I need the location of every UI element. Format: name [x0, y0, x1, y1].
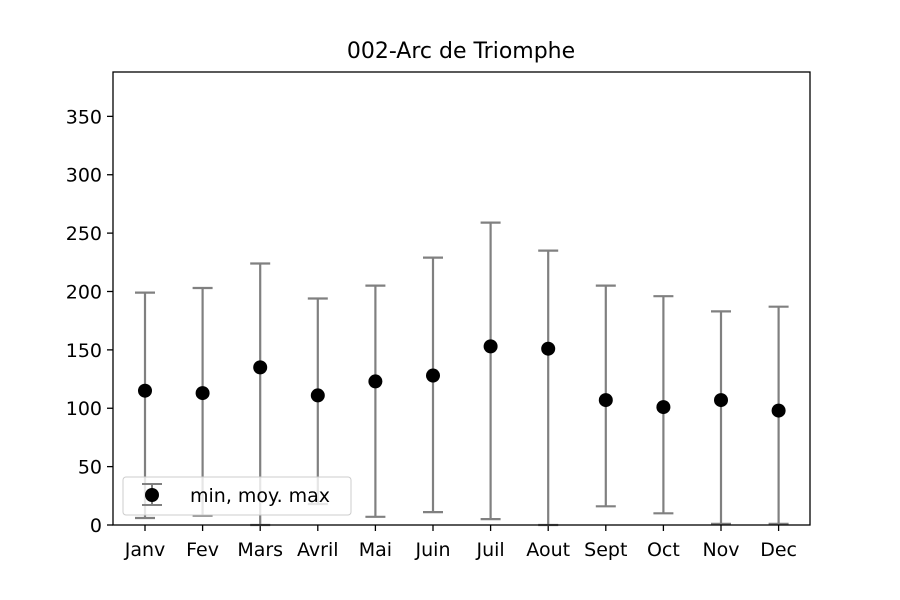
- x-tick-label: Fev: [186, 539, 219, 561]
- x-tick-label: Sept: [584, 539, 627, 561]
- y-tick-label: 350: [66, 106, 102, 128]
- mean-point: [310, 388, 325, 403]
- mean-point: [541, 341, 556, 356]
- y-tick-label: 300: [66, 165, 102, 187]
- x-tick-label: Mars: [237, 539, 283, 561]
- y-tick-label: 0: [90, 515, 102, 537]
- errorbars: [135, 221, 789, 527]
- y-tick-label: 50: [78, 457, 102, 479]
- x-tick-label: Dec: [760, 539, 797, 561]
- mean-point: [598, 393, 613, 408]
- mean-point: [771, 403, 786, 418]
- legend-box: [122, 476, 352, 516]
- legend-marker: [145, 488, 159, 502]
- mean-point: [483, 339, 498, 354]
- data-points: [138, 339, 786, 418]
- y-tick-label: 150: [66, 340, 102, 362]
- plot-frame: [112, 71, 811, 526]
- mean-point: [195, 386, 210, 401]
- y-axis: 0 50 100 150 200 250 300 350: [66, 106, 113, 537]
- mean-point: [656, 400, 671, 415]
- x-tick-label: Juil: [475, 539, 504, 561]
- x-tick-label: Nov: [702, 539, 739, 561]
- y-tick-label: 250: [66, 223, 102, 245]
- mean-point: [426, 368, 440, 383]
- x-tick-label: Aout: [526, 539, 570, 561]
- y-tick-label: 100: [66, 398, 102, 420]
- legend: min, moy. max: [122, 476, 352, 516]
- mean-point: [368, 374, 383, 389]
- x-tick-label: Avril: [297, 539, 339, 561]
- x-tick-label: Mai: [359, 539, 392, 561]
- chart-title: 002-Arc de Triomphe: [347, 39, 575, 64]
- x-axis: Janv Fev Mars Avril Mai Juin Juil Aout Sept Oct No…: [124, 525, 797, 561]
- x-tick-label: Oct: [647, 539, 680, 561]
- legend-label: min, moy. max: [190, 485, 330, 507]
- x-tick-label: Juin: [415, 539, 451, 561]
- mean-point: [714, 393, 728, 408]
- y-tick-label: 200: [66, 281, 102, 303]
- mean-point: [138, 383, 152, 398]
- mean-point: [253, 360, 268, 375]
- x-tick-label: Janv: [124, 539, 166, 561]
